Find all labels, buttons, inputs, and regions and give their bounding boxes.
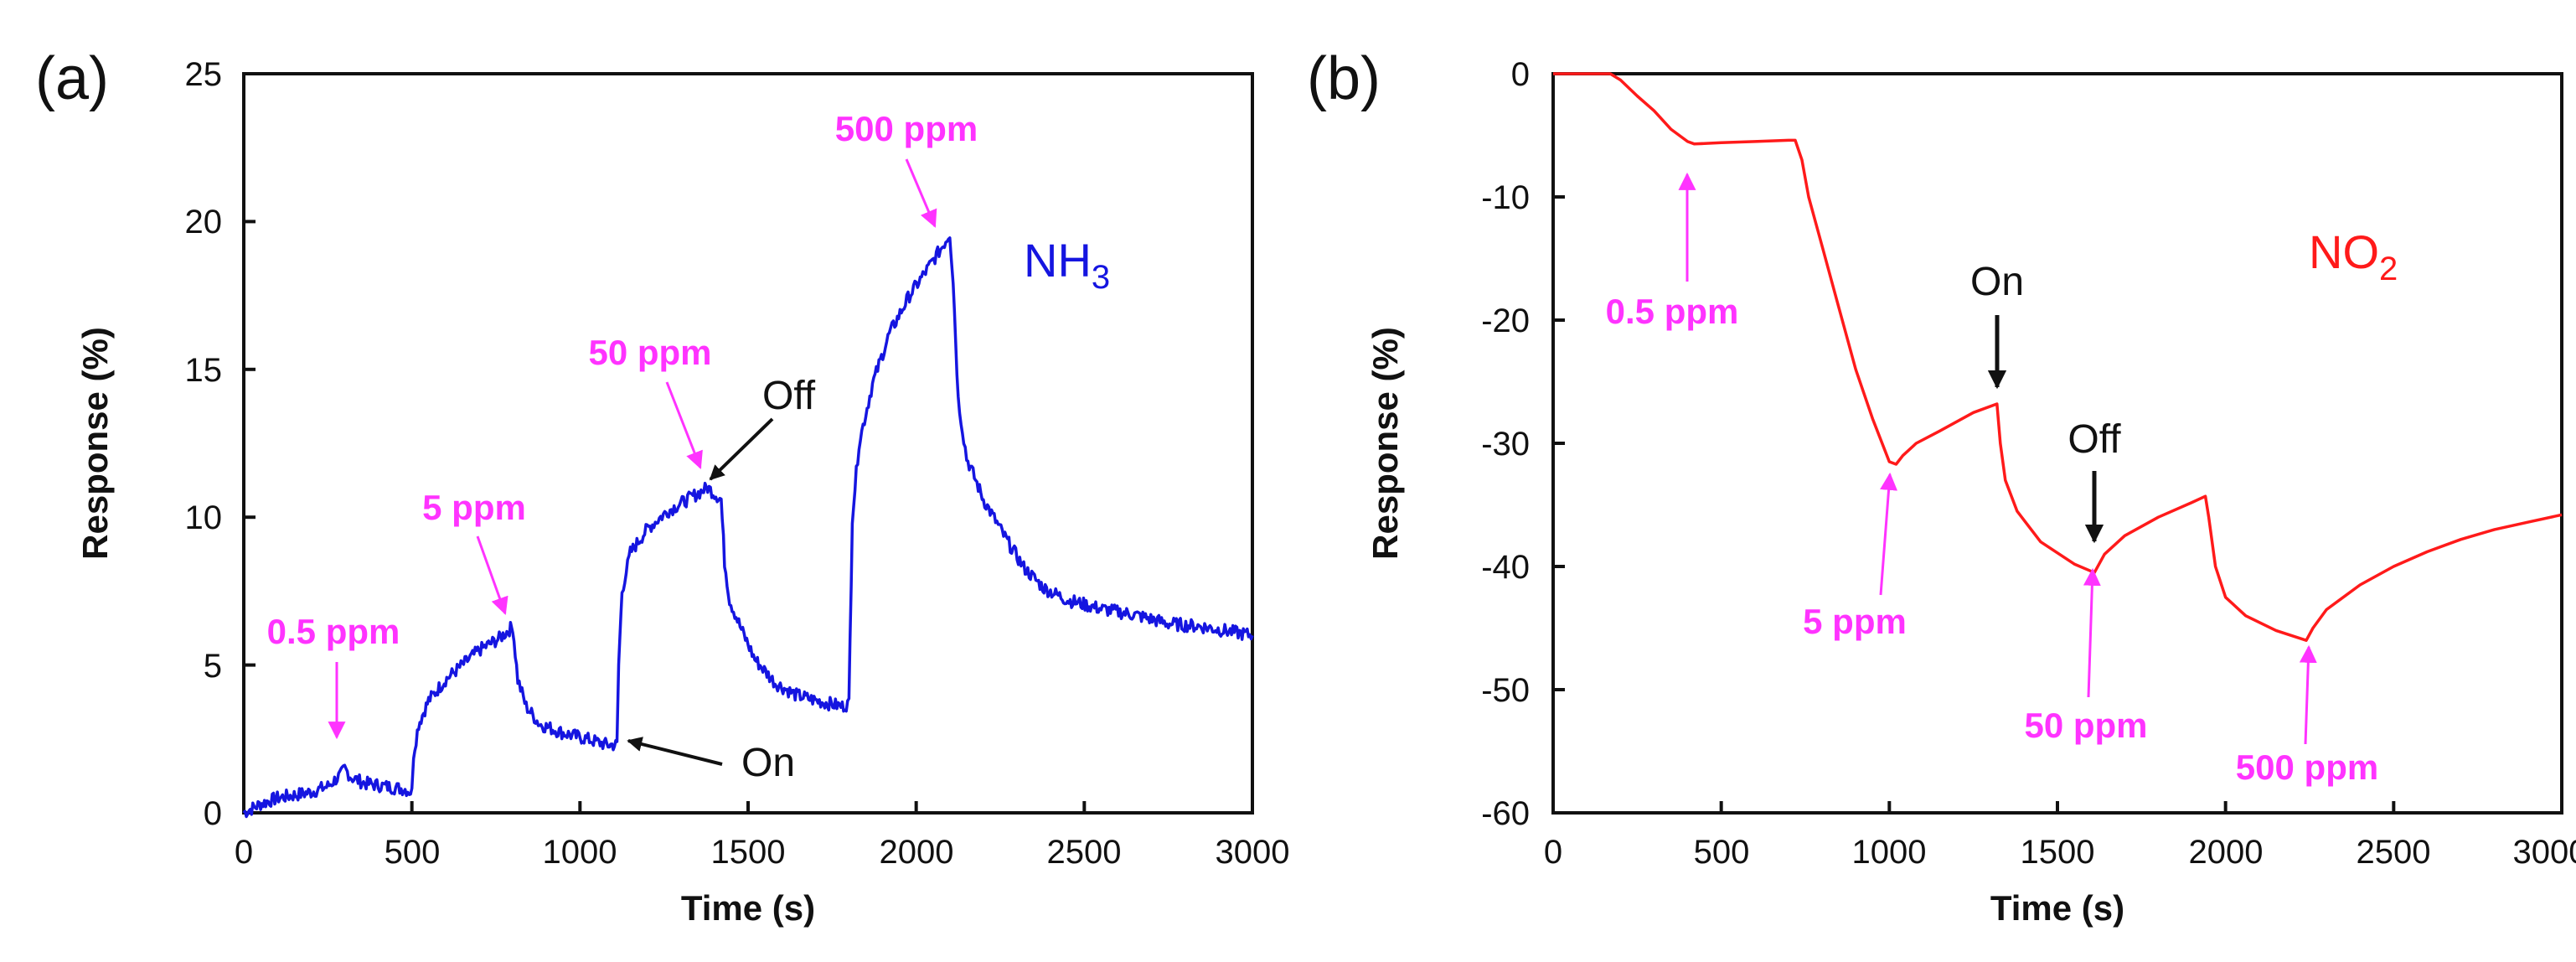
no2-gas-subscript: 2 [2379,251,2398,287]
a-ytick-label: 5 [204,648,222,685]
b-ytick-label: 0 [1511,56,1530,93]
b-ytick-label: -10 [1481,179,1530,216]
b-ann-50ppm-arrow [2083,567,2101,698]
a-ytick-label: 15 [185,352,223,389]
no2-gas-main: NO [2309,225,2379,278]
a-ann-off-arrow [709,417,774,481]
a-ann-50ppm: 50 ppm [588,333,711,372]
a-ann-5ppm: 5 ppm [422,488,526,527]
no2-response-line [1553,72,2563,642]
panel-a-ticks [242,72,1254,815]
a-y-axis-title: Response (%) [75,327,115,560]
b-xtick-label: 2500 [2357,834,2431,871]
a-ytick-label: 25 [185,56,223,93]
nh3-gas-label: NH3 [1024,234,1110,296]
a-ytick-label: 20 [185,204,223,240]
a-xtick-label: 500 [385,834,441,871]
a-x-axis-title: Time (s) [681,888,815,928]
b-ann-500ppm-arrow [2299,644,2317,745]
b-xtick-label: 1000 [1852,834,1927,871]
a-ann-50ppm-arrow [665,381,703,469]
a-ann-0.5ppm: 0.5 ppm [267,612,400,651]
a-xtick-label: 2000 [880,834,954,871]
b-ytick-label: -50 [1481,672,1530,709]
b-xtick-label: 500 [1694,834,1750,871]
nh3-response-line [242,236,1254,819]
a-xtick-label: 0 [235,834,253,871]
a-ann-on: On [741,741,795,785]
no2-gas-label: NO2 [2309,225,2398,287]
a-ann-on-arrow [627,737,723,766]
b-ann-on: On [1970,260,2024,304]
b-ann-5ppm-arrow [1879,472,1898,596]
nh3-gas-subscript: 3 [1092,259,1110,296]
a-xtick-label: 3000 [1216,834,1290,871]
panel-b-label: (b) [1307,45,1381,112]
a-ann-500ppm-arrow [905,158,937,228]
panel-a-tick-labels: 0 500 1000 1500 2000 2500 3000 0 5 10 15… [185,56,1290,871]
a-xtick-label: 1000 [543,834,617,871]
b-xtick-label: 2000 [2189,834,2264,871]
b-ann-off: Off [2068,417,2121,462]
a-ann-5ppm-arrow [476,535,508,615]
b-xtick-label: 3000 [2513,834,2576,871]
b-ytick-label: -60 [1481,795,1530,832]
panel-b-tick-labels: 0 500 1000 1500 2000 2500 3000 0 -10 -20… [1481,56,2576,871]
b-ann-0.5ppm: 0.5 ppm [1606,292,1739,331]
a-ann-off: Off [762,374,816,418]
a-xtick-label: 1500 [711,834,786,871]
panel-a-nh3: (a) 0 500 1000 1500 2000 2500 3000 0 5 1… [35,45,1289,928]
a-ytick-label: 0 [204,795,222,832]
b-xtick-label: 1500 [2021,834,2095,871]
b-ytick-label: -30 [1481,426,1530,463]
b-ann-500ppm: 500 ppm [2236,747,2378,787]
b-ann-50ppm: 50 ppm [2024,706,2147,745]
panel-b-plot-frame [1551,72,2563,815]
a-xtick-label: 2500 [1047,834,1122,871]
panel-b-no2: (b) 0 500 1000 1500 2000 2500 3000 0 -10… [1307,45,2576,928]
b-ann-5ppm: 5 ppm [1803,602,1907,641]
b-x-axis-title: Time (s) [1990,888,2124,928]
a-ann-500ppm: 500 ppm [835,109,978,148]
b-ytick-label: -40 [1481,549,1530,586]
a-ytick-label: 10 [185,499,223,536]
b-xtick-label: 0 [1544,834,1562,871]
panel-b-ticks [1551,72,2563,815]
b-ytick-label: -20 [1481,303,1530,339]
b-y-axis-title: Response (%) [1365,327,1405,560]
panel-a-label: (a) [35,45,109,112]
nh3-gas-main: NH [1024,234,1092,287]
